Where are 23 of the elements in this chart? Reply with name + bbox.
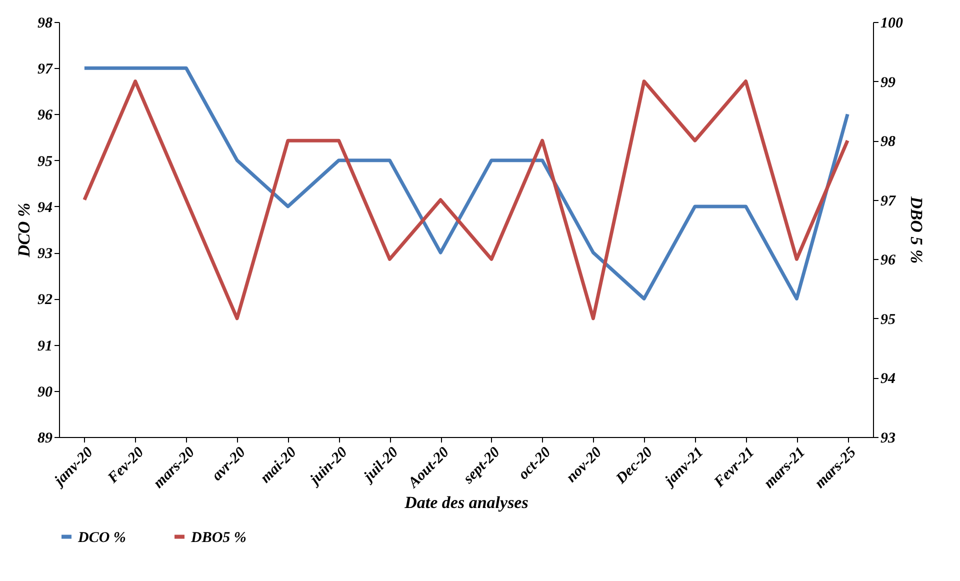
x-axis-title: Date des analyses [404, 493, 529, 512]
y2-axis-title: DBO 5 % [907, 195, 926, 264]
y2-tick-label: 99 [880, 74, 896, 91]
y-tick-label: 90 [38, 384, 53, 400]
y-axis-title: DCO % [14, 202, 34, 258]
y-tick-label: 94 [38, 200, 53, 216]
y2-tick-label: 98 [880, 134, 896, 150]
y-tick-label: 97 [38, 62, 53, 78]
y2-tick-label: 100 [880, 16, 904, 32]
y2-tick-label: 96 [880, 252, 896, 269]
y2-tick-label: 94 [880, 371, 896, 388]
y2-tick-label: 93 [880, 430, 896, 446]
y-tick-label: 92 [38, 292, 53, 308]
y-tick-label: 95 [38, 154, 53, 170]
legend-label: DBO5 % [190, 530, 246, 546]
y-tick-label: 91 [38, 338, 52, 354]
y-tick-label: 98 [38, 16, 53, 32]
y2-tick-label: 97 [880, 193, 896, 210]
legend-label: DCO % [77, 530, 126, 546]
y-tick-label: 93 [38, 246, 53, 262]
y2-tick-label: 95 [880, 312, 896, 328]
y-tick-label: 89 [38, 430, 53, 446]
y-tick-label: 96 [38, 108, 53, 124]
